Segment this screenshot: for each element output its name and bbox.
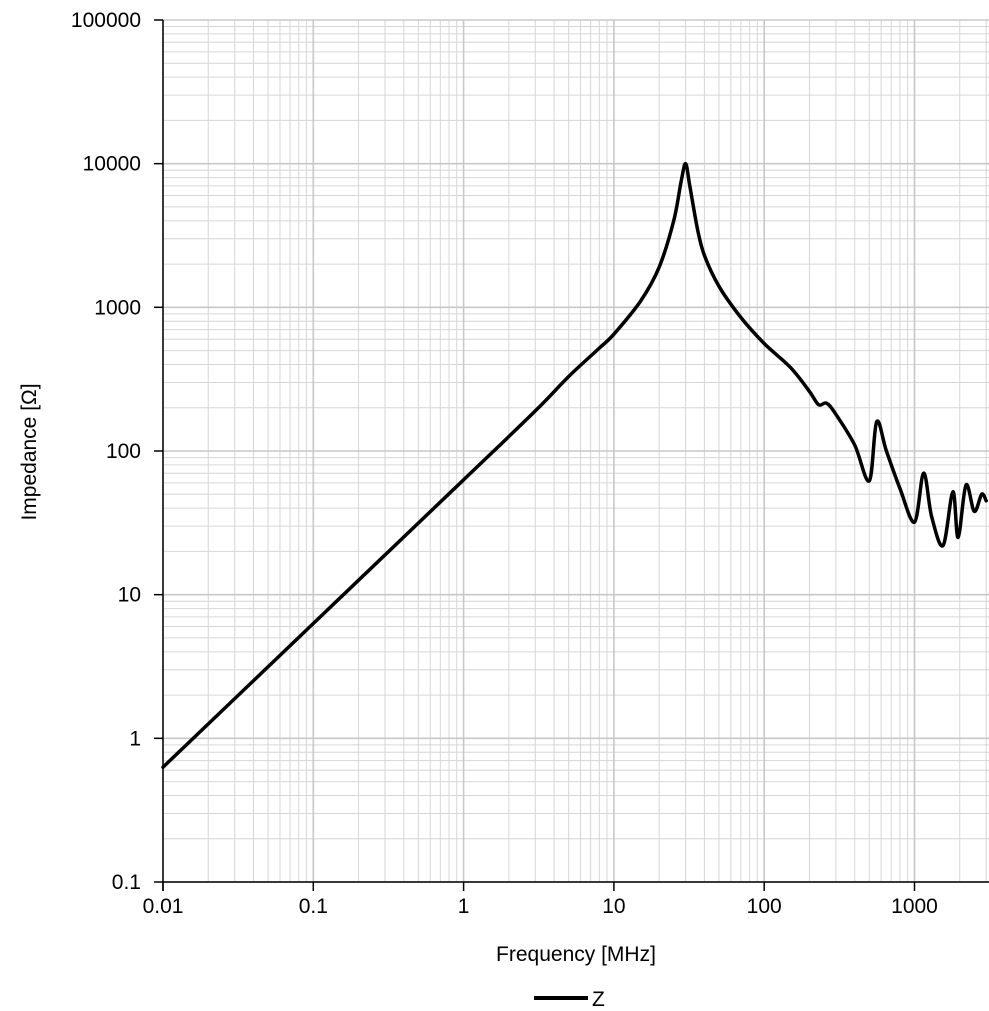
x-axis-tick-labels: 0.01 0.1 1 10 100 1000 [143, 895, 938, 918]
y-axis-title: Impedance [Ω] [18, 383, 41, 520]
axes [154, 19, 989, 891]
legend-label-z: Z [592, 988, 605, 1011]
series-line-z [161, 161, 988, 769]
x-tick-label: 1 [458, 895, 470, 918]
legend: Z [534, 988, 605, 1011]
y-tick-label: 10000 [83, 153, 141, 176]
series-layer [161, 161, 988, 769]
x-tick-label: 10 [602, 895, 625, 918]
y-tick-label: 0.1 [112, 871, 141, 894]
x-tick-label: 100 [747, 895, 782, 918]
x-tick-label: 0.1 [299, 895, 328, 918]
y-tick-label: 1000 [94, 296, 141, 319]
y-tick-label: 1 [129, 727, 141, 750]
y-tick-label: 100000 [71, 9, 141, 32]
x-axis-title: Frequency [MHz] [496, 943, 656, 966]
y-tick-label: 10 [118, 584, 141, 607]
y-tick-label: 100 [106, 440, 141, 463]
x-tick-label: 1000 [891, 895, 938, 918]
y-axis-tick-labels: 0.1 1 10 100 1000 10000 100000 [71, 9, 141, 894]
x-tick-label: 0.01 [143, 895, 184, 918]
